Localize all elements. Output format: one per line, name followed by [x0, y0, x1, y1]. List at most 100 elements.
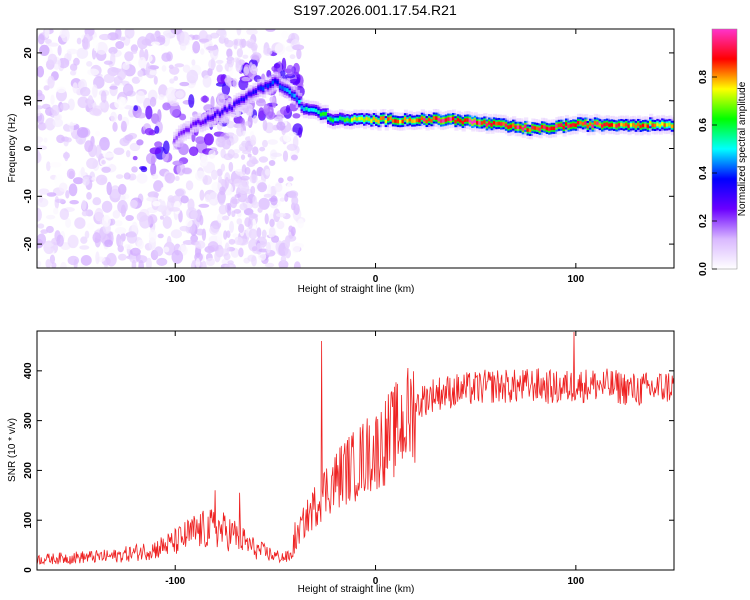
spectrogram-noise-cell [89, 108, 102, 116]
spectrogram-ridge-cell [540, 124, 546, 129]
spectrogram-ridge-cell [305, 106, 310, 111]
spectrogram-ridge-cell [173, 138, 178, 143]
spectrogram-noise-cell [261, 139, 268, 148]
spectrogram-ridge-cell [213, 112, 219, 117]
spectrogram-noise-cell [150, 162, 157, 177]
spectrogram-ridge-cell [367, 117, 373, 122]
spectrogram-noise-cell [37, 92, 45, 103]
spectrogram-ridge-cell [490, 122, 495, 127]
spectrogram-noise-cell [226, 120, 235, 129]
x-tick-label: -100 [165, 576, 185, 587]
spectrogram-noise-cell [92, 232, 101, 244]
spectrogram-ridge-cell [182, 129, 187, 134]
spectrogram-noise-cell [232, 152, 239, 159]
spectrogram-ridge-cell [334, 117, 339, 122]
spectrogram-noise-cell [209, 198, 216, 205]
spectrogram-ridge-cell [238, 99, 243, 104]
spectrogram-noise-cell [264, 168, 271, 176]
spectrogram-noise-cell [195, 228, 205, 236]
spectrogram-ridge-cell [177, 132, 183, 137]
spectrogram-noise-cell [146, 196, 157, 202]
spectrogram-ridge-cell [396, 119, 401, 124]
spectrogram-noise-cell [218, 175, 223, 185]
spectrogram-noise-cell [206, 257, 215, 267]
spectrogram-noise-cell [229, 220, 235, 233]
spectrogram-noise-cell [275, 212, 287, 218]
spectrogram-ridge-cell [528, 128, 534, 133]
spectrogram-ridge-cell [382, 116, 387, 120]
spectrogram-ridge-cell [586, 124, 591, 129]
spectrogram-noise-cell [228, 238, 236, 245]
spectrogram-noise-cell [44, 117, 56, 131]
spectrogram-ridge-cell [545, 126, 550, 131]
spectrogram-noise-cell [220, 163, 226, 172]
spectrogram-noise-cell [234, 193, 241, 199]
spectrogram-noise-cell [124, 134, 134, 141]
spectrogram-ridge-cell [228, 105, 233, 110]
spectrogram-noise-cell [164, 172, 176, 184]
spectrogram-ridge-cell [473, 119, 478, 124]
spectrogram-noise-cell [37, 145, 48, 151]
spectrogram-noise-cell [289, 78, 301, 85]
spectrogram-ridge-cell [206, 116, 211, 120]
spectrogram-noise-cell [229, 133, 239, 144]
spectrogram-ridge-cell [312, 108, 317, 112]
spectrogram-noise-cell [47, 53, 58, 65]
spectrogram-noise-cell [136, 173, 148, 184]
spectrogram-ridge-cell [658, 123, 663, 128]
spectrogram-noise-cell [51, 104, 60, 116]
spectrogram-noise-cell [165, 86, 177, 101]
snr-frame [36, 330, 675, 571]
spectrogram-noise-cell [106, 181, 112, 196]
spectrogram-noise-cell [258, 107, 265, 119]
spectrogram-noise-cell [219, 186, 226, 196]
spectrogram-noise-cell [270, 152, 283, 158]
spectrogram-noise-cell [242, 54, 249, 59]
spectrogram-noise-cell [67, 255, 80, 266]
spectrogram-noise-cell [167, 195, 175, 203]
spectrogram-noise-cell [76, 47, 89, 59]
spectrogram-ridge-cell [514, 125, 519, 130]
spectrogram-noise-cell [131, 166, 138, 173]
spectrogram-noise-cell [43, 85, 50, 91]
spectrogram-noise-cell [47, 75, 55, 89]
spectrogram-ridge-cell [350, 118, 356, 122]
spectrogram-noise-cell [252, 115, 258, 124]
spectrogram-noise-cell [163, 215, 170, 226]
x-tick-label: 0 [373, 274, 379, 285]
spectrogram-noise-cell [80, 236, 88, 244]
spectrogram-ridge-cell [411, 119, 416, 123]
y-tick-label: -20 [23, 236, 34, 251]
spectrogram-noise-cell [185, 180, 194, 191]
spectrogram-ridge-cell [418, 118, 423, 123]
spectrogram-ridge-cell [230, 106, 236, 111]
spectrogram-noise-cell [236, 29, 242, 36]
spectrogram-noise-cell [94, 207, 104, 222]
spectrogram-noise-cell [228, 161, 234, 172]
spectrogram-ridge-cell [242, 97, 248, 102]
spectrogram-ridge-cell [569, 123, 574, 128]
spectrogram-noise-cell [244, 121, 251, 126]
spectrogram-noise-cell [240, 31, 248, 38]
spectrogram-noise-cell [59, 102, 70, 111]
spectrogram-noise-cell [296, 48, 302, 60]
spectrogram-ridge-cell [406, 119, 411, 123]
spectrogram-noise-cell [38, 193, 43, 203]
spectrogram-noise-cell [273, 63, 281, 69]
spectrogram-noise-cell [226, 48, 233, 58]
figure-title: S197.2026.001.17.54.R21 [293, 2, 457, 18]
spectrogram-noise-cell [129, 142, 141, 152]
spectrogram-noise-cell [257, 252, 267, 261]
spectrogram-ridge-cell [591, 124, 596, 128]
spectrogram-ridge-cell [187, 128, 192, 132]
spectrogram-noise-cell [58, 182, 68, 192]
spectrogram-noise-cell [125, 214, 134, 221]
spectrogram-noise-cell [73, 177, 84, 185]
spectrogram-noise-cell [232, 78, 238, 88]
spectrogram-ridge-cell [579, 120, 584, 125]
spectrogram-noise-cell [182, 64, 191, 73]
spectrogram-noise-cell [38, 188, 50, 195]
spectrogram-noise-cell [238, 223, 245, 234]
spectrogram-ridge-cell [293, 93, 298, 98]
